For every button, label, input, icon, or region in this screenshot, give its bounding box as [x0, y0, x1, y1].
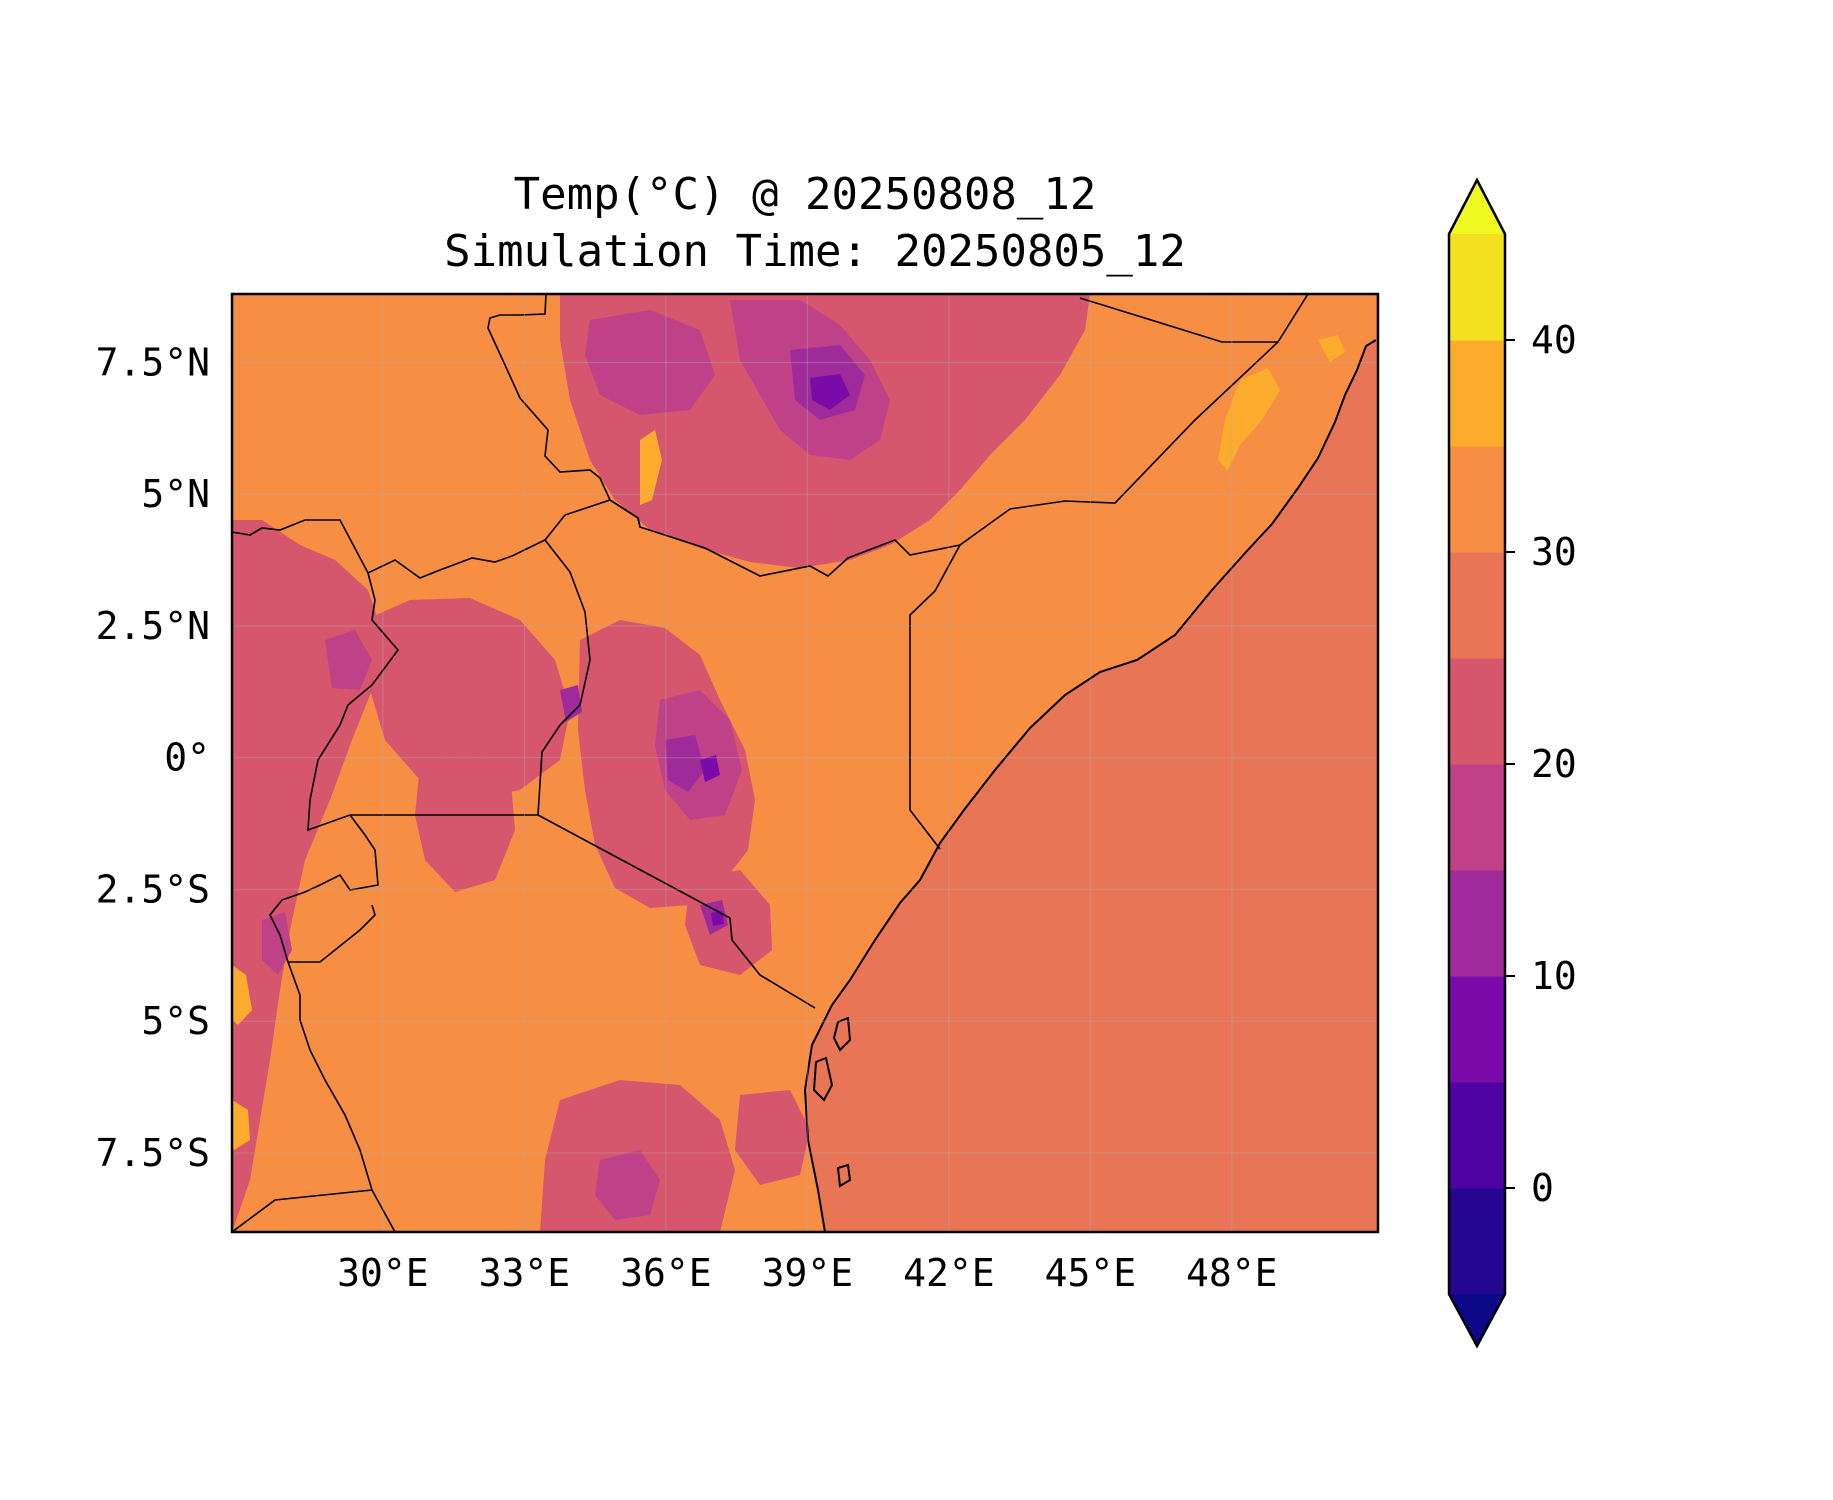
y-tick-label: 2.5°S	[96, 867, 210, 911]
field-summits	[700, 374, 850, 926]
colorbar: 0 10 20 30 40	[1447, 177, 1577, 1349]
y-tick-label: 7.5°N	[96, 341, 210, 385]
x-tick-label: 48°E	[1186, 1251, 1278, 1295]
colorbar-extend-min	[1449, 1294, 1505, 1346]
colorbar-bin	[1449, 976, 1505, 1083]
colorbar-bin	[1449, 1188, 1505, 1295]
x-tick-label: 45°E	[1045, 1251, 1137, 1295]
field-land	[232, 294, 1376, 1232]
y-tick-label: 5°N	[141, 472, 210, 516]
y-axis-ticks: 7.5°N 5°N 2.5°N 0° 2.5°S 5°S 7.5°S	[96, 341, 210, 1175]
y-tick-label: 5°S	[141, 999, 210, 1043]
y-tick-label: 7.5°S	[96, 1131, 210, 1175]
zanzibar-island	[832, 1016, 852, 1052]
map-title: Temp(°C) @ 20250808_12	[514, 169, 1097, 220]
colorbar-bin	[1449, 658, 1505, 765]
map-subtitle: Simulation Time: 20250805_12	[444, 226, 1186, 277]
y-tick-label: 2.5°N	[96, 604, 210, 648]
colorbar-bin	[1449, 552, 1505, 659]
colorbar-tick-label: 20	[1531, 742, 1577, 786]
colorbar-bin	[1449, 234, 1505, 341]
field-hot-spots	[232, 335, 1345, 1150]
x-tick-label: 30°E	[337, 1251, 429, 1295]
colorbar-extend-max	[1449, 180, 1505, 234]
colorbar-outline	[1447, 177, 1507, 1349]
colorbar-bin	[1449, 870, 1505, 977]
x-tick-label: 39°E	[762, 1251, 854, 1295]
mafia-island	[836, 1163, 852, 1188]
y-tick-label: 0°	[164, 736, 210, 780]
x-axis-ticks: 30°E 33°E 36°E 39°E 42°E 45°E 48°E	[337, 1251, 1277, 1295]
colorbar-tick-label: 40	[1531, 318, 1577, 362]
colorbar-tick-label: 0	[1531, 1166, 1554, 1210]
colorbar-tick-label: 10	[1531, 954, 1577, 998]
x-tick-label: 36°E	[620, 1251, 712, 1295]
field-mountains	[262, 300, 890, 1220]
country-borders	[232, 294, 1309, 1232]
gridlines	[232, 294, 1378, 1232]
colorbar-bin	[1449, 1082, 1505, 1189]
pemba-island	[812, 1056, 834, 1102]
colorbar-bin	[1449, 764, 1505, 871]
x-tick-label: 42°E	[903, 1251, 995, 1295]
coastline	[803, 339, 1377, 1232]
colorbar-tick-label: 30	[1531, 530, 1577, 574]
colorbar-bin	[1449, 446, 1505, 553]
map-frame	[230, 292, 1380, 1234]
map-area	[232, 294, 1378, 1232]
colorbar-bin	[1449, 340, 1505, 447]
x-tick-label: 33°E	[479, 1251, 571, 1295]
